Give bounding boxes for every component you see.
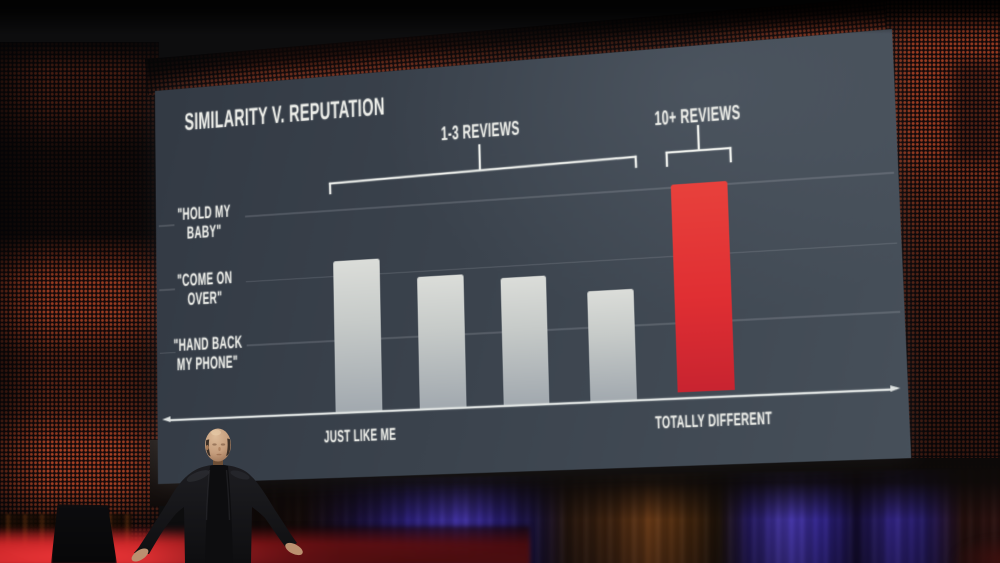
- speaker-mouth-shadow: [216, 453, 222, 456]
- speaker-eye-shadow-right: [220, 443, 226, 446]
- bracket-stem: [478, 144, 481, 171]
- bracket-line: [328, 155, 637, 185]
- speaker-eye-shadow-left: [212, 443, 217, 446]
- bar-1-3-reviews-1: [333, 258, 383, 413]
- bracket-tick-left: [665, 151, 669, 167]
- bar-1-3-reviews-2: [417, 274, 467, 410]
- bracket-tick-left: [328, 182, 332, 195]
- projection-screen: SIMILARITY V. REPUTATION "HOLD MY BABY" …: [155, 29, 912, 485]
- slide-title: SIMILARITY V. REPUTATION: [184, 93, 386, 136]
- bracket-tick-right: [634, 155, 638, 168]
- bar-1-3-reviews-3: [500, 275, 550, 406]
- x-axis-arrow-right: [890, 384, 901, 392]
- bracket-tick-right: [729, 146, 732, 163]
- y-label-hand-back-my-phone: "HAND BACK MY PHONE": [173, 332, 243, 374]
- speaker-nose-shadow: [218, 447, 221, 451]
- bracket-stem: [696, 124, 700, 150]
- bar-1-3-reviews-4: [587, 288, 638, 402]
- speaker-person: [131, 428, 303, 563]
- wall-dark-patch: [952, 60, 1000, 162]
- x-label-totally-different: TOTALLY DIFFERENT: [655, 408, 773, 433]
- y-label-come-on-over: "COME ON OVER": [177, 267, 233, 309]
- speaker-crown-highlight: [211, 429, 221, 436]
- floor-right-red: [940, 528, 1000, 563]
- speaker-ear: [205, 445, 209, 450]
- y-label-hold-my-baby: "HOLD MY BABY": [177, 201, 231, 243]
- bracket-label-1-3-reviews: 1-3 REVIEWS: [440, 117, 520, 146]
- stage-monitor-silhouette: [51, 504, 117, 563]
- bar-10-plus-reviews: [671, 181, 735, 393]
- bracket-label-10-plus-reviews: 10+ REVIEWS: [654, 101, 742, 131]
